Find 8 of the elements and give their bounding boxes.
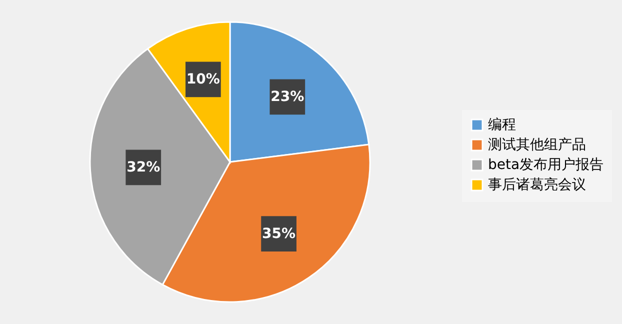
data-label: 32% [126, 159, 160, 176]
data-label: 10% [186, 71, 220, 88]
legend-label: 测试其他组产品 [488, 137, 586, 153]
legend-label: 编程 [488, 117, 516, 133]
data-label: 35% [262, 226, 296, 242]
legend-label: beta发布用户报告 [488, 157, 604, 173]
data-label: 23% [270, 88, 304, 105]
legend-label: 事后诸葛亮会议 [488, 177, 586, 193]
